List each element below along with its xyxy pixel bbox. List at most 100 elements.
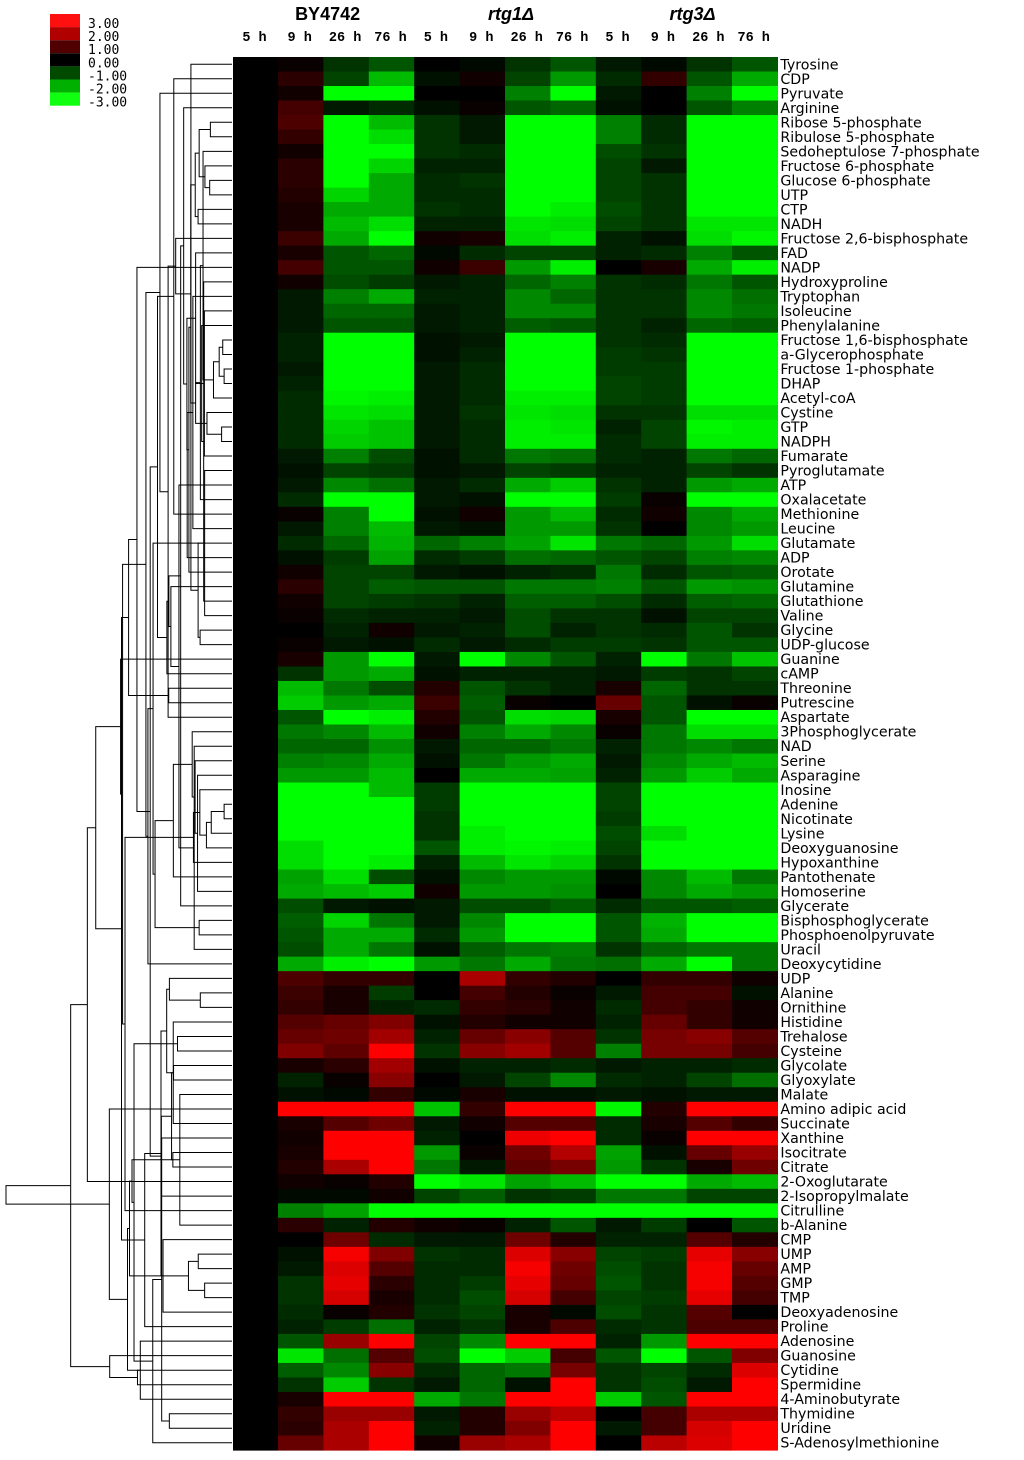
heatmap-cell bbox=[505, 971, 551, 987]
heatmap-cell bbox=[686, 840, 733, 856]
heatmap-cell bbox=[505, 1246, 551, 1262]
heatmap-cell bbox=[459, 332, 506, 348]
row-label: b-Alanine bbox=[780, 1218, 847, 1234]
heatmap-cell bbox=[505, 811, 551, 827]
row-label: UDP bbox=[780, 971, 810, 987]
heatmap-cell bbox=[278, 144, 324, 160]
heatmap-cell bbox=[732, 898, 778, 914]
heatmap-cell bbox=[641, 898, 688, 914]
heatmap-cell bbox=[732, 216, 778, 232]
heatmap-cell bbox=[459, 1232, 506, 1248]
heatmap-cell bbox=[323, 898, 370, 914]
dendrogram-branch bbox=[205, 821, 232, 849]
heatmap-cell bbox=[686, 1435, 733, 1451]
heatmap-cell bbox=[595, 1145, 642, 1161]
heatmap-cell bbox=[278, 1217, 324, 1233]
heatmap-cell bbox=[368, 1145, 415, 1161]
legend-label: 0.00 bbox=[88, 56, 119, 71]
heatmap-cell bbox=[414, 1217, 461, 1233]
heatmap-cell bbox=[641, 1203, 688, 1219]
heatmap-cell bbox=[641, 564, 688, 580]
heatmap-cell bbox=[459, 840, 506, 856]
heatmap-cell bbox=[686, 985, 733, 1001]
heatmap-cell bbox=[550, 332, 597, 348]
heatmap-cell bbox=[595, 303, 642, 319]
heatmap-cell bbox=[505, 1348, 551, 1364]
heatmap-cell bbox=[323, 840, 370, 856]
heatmap-cell bbox=[459, 579, 506, 595]
heatmap-cell bbox=[414, 811, 461, 827]
heatmap-cell bbox=[550, 535, 597, 551]
heatmap-cell bbox=[368, 303, 415, 319]
dendrogram-branch bbox=[221, 426, 232, 443]
heatmap-cell bbox=[550, 1261, 597, 1277]
heatmap-cell bbox=[686, 579, 733, 595]
heatmap-cell bbox=[233, 1435, 279, 1451]
heatmap-cell bbox=[641, 260, 688, 276]
heatmap-cell bbox=[278, 1319, 324, 1335]
heatmap-cell bbox=[323, 680, 370, 697]
heatmap-cell bbox=[233, 1217, 279, 1233]
heatmap-cell bbox=[686, 1058, 733, 1074]
row-label: NADPH bbox=[780, 435, 830, 451]
heatmap-cell bbox=[550, 1232, 597, 1248]
heatmap-cell bbox=[368, 144, 415, 160]
heatmap-cell bbox=[278, 840, 324, 856]
heatmap-cell bbox=[323, 173, 370, 189]
row-label: Glycine bbox=[780, 623, 833, 639]
heatmap-cell bbox=[550, 724, 597, 740]
heatmap-cell bbox=[641, 1348, 688, 1364]
heatmap-cell bbox=[278, 1029, 324, 1045]
heatmap-cell bbox=[278, 564, 324, 580]
heatmap-cell bbox=[368, 637, 415, 653]
heatmap-cell bbox=[732, 1217, 778, 1233]
heatmap-cell bbox=[595, 129, 642, 145]
heatmap-cell bbox=[459, 1348, 506, 1364]
heatmap-cell bbox=[459, 100, 506, 116]
row-label: Asparagine bbox=[780, 768, 860, 784]
heatmap-cell bbox=[459, 274, 506, 290]
heatmap-cell bbox=[595, 1188, 642, 1204]
heatmap-cell bbox=[414, 622, 461, 639]
heatmap-cell bbox=[550, 521, 597, 537]
row-label: Phenylalanine bbox=[780, 318, 880, 334]
heatmap-cell bbox=[505, 753, 551, 769]
heatmap-cell bbox=[459, 564, 506, 580]
heatmap-cell bbox=[595, 1435, 642, 1451]
heatmap-cell bbox=[459, 434, 506, 450]
heatmap-cell bbox=[323, 332, 370, 348]
heatmap-cell bbox=[732, 1232, 778, 1248]
heatmap-cell bbox=[732, 855, 778, 871]
row-label: Valine bbox=[780, 609, 823, 625]
heatmap-cell bbox=[233, 709, 279, 726]
heatmap-cell bbox=[233, 1014, 279, 1030]
heatmap-cell bbox=[686, 158, 733, 174]
heatmap-cell bbox=[641, 1058, 688, 1074]
heatmap-cell bbox=[368, 869, 415, 885]
heatmap-cell bbox=[323, 129, 370, 145]
row-label: Adenine bbox=[780, 797, 838, 813]
heatmap-cell bbox=[323, 521, 370, 537]
heatmap-cell bbox=[732, 57, 778, 73]
timepoint-label: 76 h bbox=[556, 31, 588, 46]
heatmap-cell bbox=[233, 405, 279, 421]
heatmap-cell bbox=[414, 869, 461, 885]
heatmap-cell bbox=[323, 695, 370, 711]
heatmap-cell bbox=[732, 550, 778, 566]
heatmap-cell bbox=[641, 274, 688, 290]
heatmap-cell bbox=[233, 1319, 279, 1335]
heatmap-cell bbox=[233, 637, 279, 653]
heatmap-cell bbox=[505, 869, 551, 885]
row-label: Methionine bbox=[780, 507, 859, 523]
heatmap-cell bbox=[233, 1333, 279, 1350]
dendrogram-branch bbox=[194, 760, 232, 834]
heatmap-cell bbox=[414, 1261, 461, 1277]
heatmap-cell bbox=[459, 1391, 506, 1408]
row-label: Orotate bbox=[780, 565, 834, 581]
heatmap-cell bbox=[459, 506, 506, 522]
dendrogram-branch bbox=[136, 1369, 232, 1386]
heatmap-cell bbox=[595, 782, 642, 798]
row-label: NADH bbox=[780, 217, 822, 233]
heatmap-cell bbox=[278, 274, 324, 290]
heatmap-cell bbox=[550, 274, 597, 290]
